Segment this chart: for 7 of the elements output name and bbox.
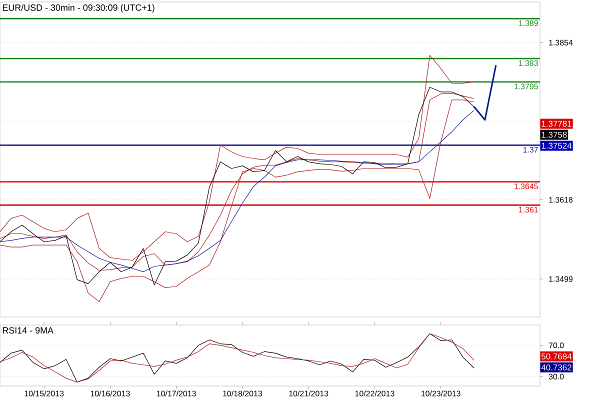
text: 40.7362 [541,364,572,370]
text: 1.37524 [542,142,572,149]
text: 50.7684 [542,353,572,360]
chart-title: EUR/USD - 30min - 09:30:09 (UTC+1) [2,4,154,13]
text: 1.37781 [542,120,572,127]
chart-title: RSI14 - 9MA [2,327,54,334]
text: 1.3758 [542,132,567,138]
